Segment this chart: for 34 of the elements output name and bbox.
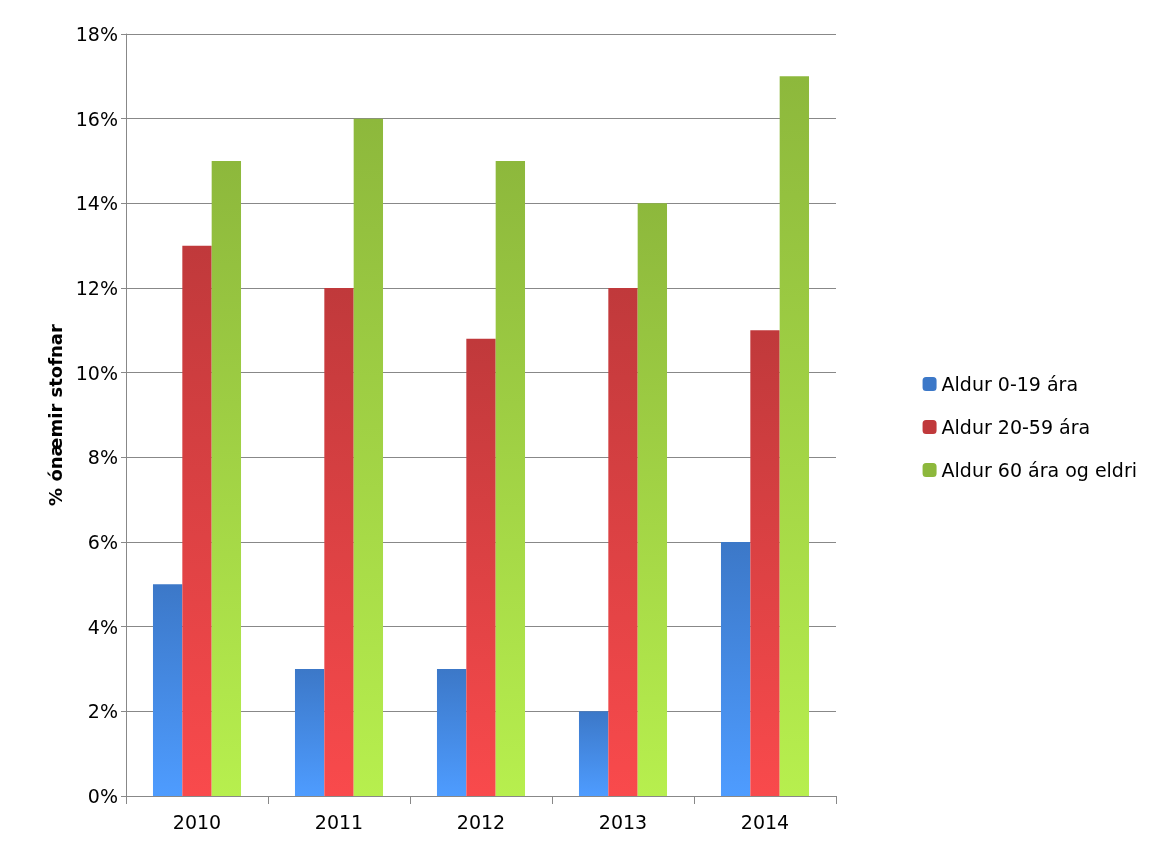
x-tick-label: 2013 bbox=[598, 810, 648, 833]
bar bbox=[466, 338, 496, 796]
x-tick-label: 2012 bbox=[456, 810, 506, 833]
y-tick-label: 10% bbox=[75, 361, 118, 384]
bar bbox=[578, 711, 609, 796]
y-tick-label: 6% bbox=[87, 531, 118, 553]
bar bbox=[324, 288, 354, 796]
bar bbox=[779, 76, 810, 796]
bar bbox=[608, 288, 638, 796]
bar bbox=[720, 542, 751, 796]
y-axis-title: % ónæmir stofnar bbox=[44, 324, 66, 506]
legend-label: Aldur 0-19 ára bbox=[941, 373, 1079, 395]
y-tick-label: 12% bbox=[75, 277, 118, 299]
bar bbox=[495, 161, 526, 796]
legend-label: Aldur 60 ára og eldri bbox=[941, 459, 1138, 481]
bar bbox=[637, 203, 668, 796]
bar bbox=[436, 669, 467, 796]
y-tick-label: 0% bbox=[87, 785, 118, 807]
x-tick-label: 2011 bbox=[314, 810, 364, 833]
bar bbox=[211, 161, 242, 796]
x-tick-label: 2014 bbox=[740, 810, 790, 833]
y-tick-label: 14% bbox=[75, 192, 118, 215]
bar bbox=[182, 245, 212, 796]
y-tick-label: 16% bbox=[75, 107, 118, 130]
legend-label: Aldur 20-59 ára bbox=[941, 416, 1091, 438]
y-tick-label: 18% bbox=[75, 23, 118, 45]
x-tick-label: 2010 bbox=[172, 810, 222, 833]
y-tick-label: 8% bbox=[87, 446, 118, 469]
bar bbox=[152, 584, 183, 796]
y-tick-label: 4% bbox=[87, 615, 118, 638]
bar bbox=[294, 669, 325, 796]
y-tick-label: 2% bbox=[87, 700, 118, 723]
bar bbox=[353, 118, 384, 796]
bar bbox=[750, 330, 780, 796]
